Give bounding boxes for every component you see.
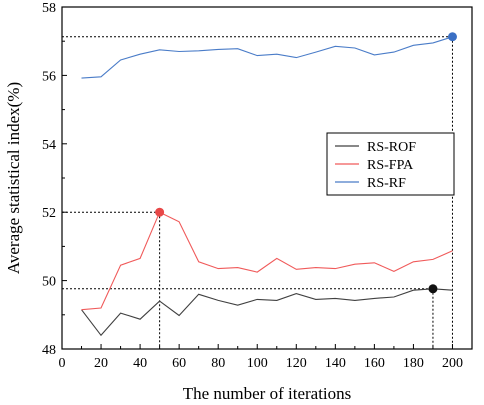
series-line-rs-rf: [81, 36, 453, 79]
legend-label-rs-rof: RS-ROF: [367, 140, 416, 155]
y-axis-title: Average statistical index(%): [4, 82, 23, 274]
x-tick-label-120: 120: [286, 356, 307, 371]
x-tick-label-200: 200: [442, 356, 463, 371]
series-line-rs-rof: [81, 288, 453, 337]
highlight-markers: [155, 32, 457, 294]
highlight-point-rs-rof: [428, 284, 438, 294]
y-tick-label-50: 50: [42, 275, 56, 290]
y-tick-label-58: 58: [42, 1, 56, 16]
highlight-point-rs-rf: [447, 32, 457, 42]
y-tick-label-48: 48: [42, 343, 56, 358]
series-line-rs-fpa: [81, 211, 453, 311]
legend-label-rs-fpa: RS-FPA: [367, 158, 414, 173]
legend: RS-ROF RS-FPA RS-RF: [326, 132, 455, 196]
x-tick-label-20: 20: [94, 356, 108, 371]
y-tick-label-52: 52: [42, 206, 56, 221]
x-tick-label-180: 180: [403, 356, 424, 371]
x-tick-label-100: 100: [247, 356, 268, 371]
x-axis-title: The number of iterations: [183, 384, 352, 403]
y-tick-label-56: 56: [42, 69, 56, 84]
x-tick-label-40: 40: [133, 356, 147, 371]
x-tick-label-160: 160: [364, 356, 385, 371]
y-tick-label-54: 54: [42, 138, 56, 153]
legend-label-rs-rf: RS-RF: [367, 176, 406, 191]
axes: 0 20 40 60 80 100 120 140 160 180 200 48 50 52 54 56 58: [42, 1, 473, 371]
series-lines: [81, 36, 453, 337]
x-tick-label-80: 80: [211, 356, 225, 371]
x-tick-label-140: 140: [325, 356, 346, 371]
x-tick-label-0: 0: [59, 356, 66, 371]
highlight-point-rs-fpa: [155, 207, 165, 217]
x-tick-label-60: 60: [172, 356, 186, 371]
